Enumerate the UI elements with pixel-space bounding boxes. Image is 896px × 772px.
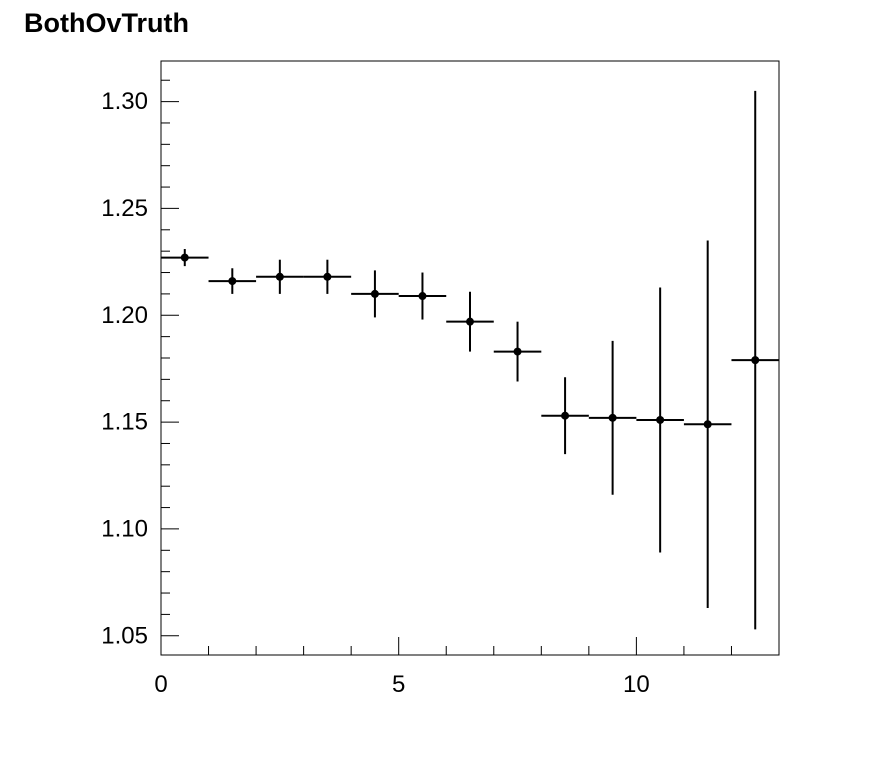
data-point [208, 268, 257, 294]
data-marker [323, 272, 332, 281]
data-point [636, 287, 684, 553]
data-marker [703, 420, 712, 429]
data-marker [370, 289, 379, 298]
x-tick-label: 0 [154, 671, 167, 698]
data-point [588, 340, 637, 495]
data-point [351, 270, 399, 318]
data-point [303, 259, 352, 294]
data-point [446, 291, 494, 352]
data-point [256, 259, 304, 294]
data-point [731, 90, 779, 630]
data-marker [180, 253, 189, 262]
x-axis: 0 5 10 [154, 637, 780, 698]
chart-title: BothOvTruth [24, 8, 189, 38]
data-series [161, 90, 779, 630]
data-point [493, 321, 542, 382]
y-tick-label: 1.20 [101, 302, 148, 329]
data-marker [561, 411, 570, 420]
data-point [161, 249, 209, 267]
data-marker [656, 415, 665, 424]
data-point [398, 272, 447, 320]
data-marker [418, 292, 427, 301]
y-tick-label: 1.05 [101, 622, 148, 649]
data-marker [751, 356, 760, 365]
data-marker [466, 317, 474, 326]
x-tick-label: 10 [623, 671, 650, 698]
y-tick-label: 1.15 [101, 409, 148, 436]
data-point [683, 240, 732, 608]
plot-frame [160, 60, 780, 656]
y-axis: 1.05 1.10 1.15 1.20 1.25 1.30 [101, 79, 179, 649]
y-tick-label: 1.10 [101, 515, 148, 542]
data-marker [513, 347, 522, 356]
data-marker [275, 272, 284, 281]
y-tick-label: 1.25 [101, 195, 148, 222]
data-point [541, 377, 589, 455]
data-marker [608, 413, 617, 422]
y-tick-label: 1.30 [101, 88, 148, 115]
data-marker [228, 277, 237, 286]
x-tick-label: 5 [392, 671, 405, 698]
